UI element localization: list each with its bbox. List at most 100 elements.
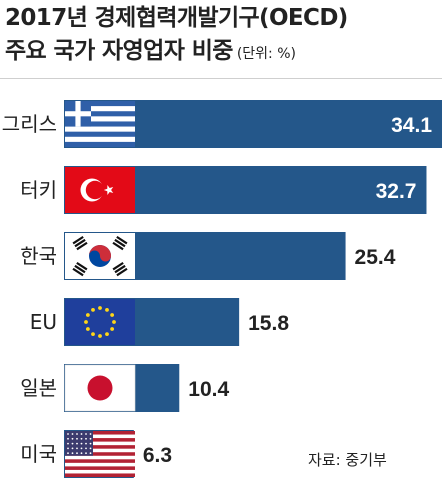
japan-flag bbox=[64, 364, 136, 412]
flag-stripe bbox=[65, 141, 135, 147]
top-divider bbox=[0, 78, 442, 79]
chart-title: 2017년 경제협력개발기구(OECD) 주요 국가 자영업자 비중 (단위: %… bbox=[5, 4, 441, 69]
category-label: 한국 bbox=[20, 244, 57, 268]
source-label: 자료: 중기부 bbox=[308, 451, 387, 469]
flag-stripe bbox=[65, 111, 135, 117]
flag-stripe bbox=[65, 452, 135, 456]
trigram-bar bbox=[74, 264, 86, 274]
flag-stripe bbox=[65, 466, 135, 470]
trigram-bar bbox=[72, 235, 84, 245]
usa-star-icon bbox=[80, 437, 83, 440]
usa-star-icon bbox=[67, 437, 69, 440]
usa-star-icon bbox=[71, 437, 74, 440]
category-label: 터키 bbox=[20, 178, 57, 202]
usa-star-icon bbox=[89, 452, 92, 455]
usa-star-icon bbox=[76, 442, 78, 445]
flag-stripe bbox=[65, 121, 135, 127]
usa-star-icon bbox=[80, 452, 83, 455]
flag-stripe bbox=[65, 459, 135, 463]
category-label: 일본 bbox=[20, 376, 57, 400]
eu-star-icon bbox=[85, 313, 90, 317]
title-line-2: 주요 국가 자영업자 비중 (단위: %) bbox=[5, 37, 441, 69]
trigram-bar bbox=[116, 235, 128, 245]
eu-flag bbox=[65, 299, 135, 345]
eu-star-icon bbox=[112, 320, 116, 324]
trigram-icon bbox=[72, 261, 88, 277]
value-label: 25.4 bbox=[355, 246, 396, 269]
usa-star-icon bbox=[71, 442, 74, 445]
usa-star-icon bbox=[76, 452, 78, 455]
value-label: 15.8 bbox=[248, 312, 289, 335]
trigram-bar bbox=[72, 267, 84, 277]
usa-star-icon bbox=[67, 433, 69, 435]
eu-star-icon bbox=[85, 327, 90, 331]
usa-star-icon bbox=[89, 433, 92, 435]
flag-stripe bbox=[65, 431, 135, 435]
trigram-icon bbox=[72, 235, 88, 251]
usa-star-icon bbox=[85, 452, 87, 455]
trigram-icon bbox=[112, 235, 128, 251]
eu-star-icon bbox=[91, 332, 95, 337]
usa-star-icon bbox=[76, 433, 78, 435]
category-label: 그리스 bbox=[2, 112, 57, 136]
trigram-bar bbox=[114, 264, 126, 274]
usa-star-icon bbox=[71, 433, 74, 435]
value-label: 34.1 bbox=[391, 114, 432, 137]
trigram-bar bbox=[116, 267, 128, 277]
usa-star-icon bbox=[85, 433, 87, 435]
trigram-icon bbox=[112, 261, 128, 277]
eu-star-icon bbox=[110, 313, 115, 317]
trigram-bar bbox=[112, 241, 124, 251]
star-icon bbox=[103, 185, 114, 195]
eu-star-icon bbox=[110, 327, 115, 331]
flag-stripe bbox=[65, 131, 135, 137]
greece-flag bbox=[65, 101, 135, 147]
korea-flag bbox=[65, 233, 135, 279]
usa-flag bbox=[65, 431, 135, 477]
taegeuk-red bbox=[89, 245, 111, 262]
value-label: 6.3 bbox=[143, 444, 172, 467]
flag-bg bbox=[65, 299, 135, 345]
usa-star-icon bbox=[89, 442, 92, 445]
flag-cross-h bbox=[65, 111, 91, 117]
usa-star-icon bbox=[85, 437, 87, 440]
eu-star-icon bbox=[105, 307, 109, 312]
eu-star-icon bbox=[91, 307, 95, 312]
usa-star-icon bbox=[85, 442, 87, 445]
usa-star-icon bbox=[80, 447, 83, 450]
usa-star-icon bbox=[76, 437, 78, 440]
usa-star-icon bbox=[89, 437, 92, 440]
value-label: 32.7 bbox=[376, 180, 417, 203]
trigram-bar bbox=[114, 238, 126, 248]
category-label: EU bbox=[30, 310, 57, 334]
usa-star-icon bbox=[85, 447, 87, 450]
usa-star-icon bbox=[67, 447, 69, 450]
flag-canton bbox=[65, 431, 93, 456]
trigram-bar bbox=[76, 261, 88, 271]
usa-star-icon bbox=[71, 447, 74, 450]
title-line-2-text: 주요 국가 자영업자 비중 bbox=[5, 38, 233, 64]
eu-star-icon bbox=[98, 334, 102, 338]
eu-star-icon bbox=[84, 320, 88, 324]
crescent-inner bbox=[85, 180, 105, 200]
flag-stripe bbox=[65, 101, 135, 107]
category-label: 미국 bbox=[20, 442, 57, 466]
title-line-1: 2017년 경제협력개발기구(OECD) bbox=[5, 5, 348, 31]
value-label: 10.4 bbox=[188, 378, 229, 401]
sun-disc bbox=[87, 375, 113, 401]
usa-star-icon bbox=[80, 433, 83, 435]
flag-stripe bbox=[65, 438, 135, 442]
flag-stripe bbox=[65, 445, 135, 449]
trigram-bar bbox=[74, 238, 86, 248]
usa-star-icon bbox=[67, 442, 69, 445]
usa-star-icon bbox=[67, 452, 69, 455]
eu-star-icon bbox=[98, 306, 102, 310]
flag-stripe bbox=[65, 473, 135, 477]
usa-star-icon bbox=[80, 442, 83, 445]
trigram-bar bbox=[76, 241, 88, 251]
usa-star-icon bbox=[71, 452, 74, 455]
unit-label: (단위: %) bbox=[236, 46, 296, 62]
trigram-bar bbox=[112, 261, 124, 271]
eu-star-icon bbox=[105, 332, 109, 337]
